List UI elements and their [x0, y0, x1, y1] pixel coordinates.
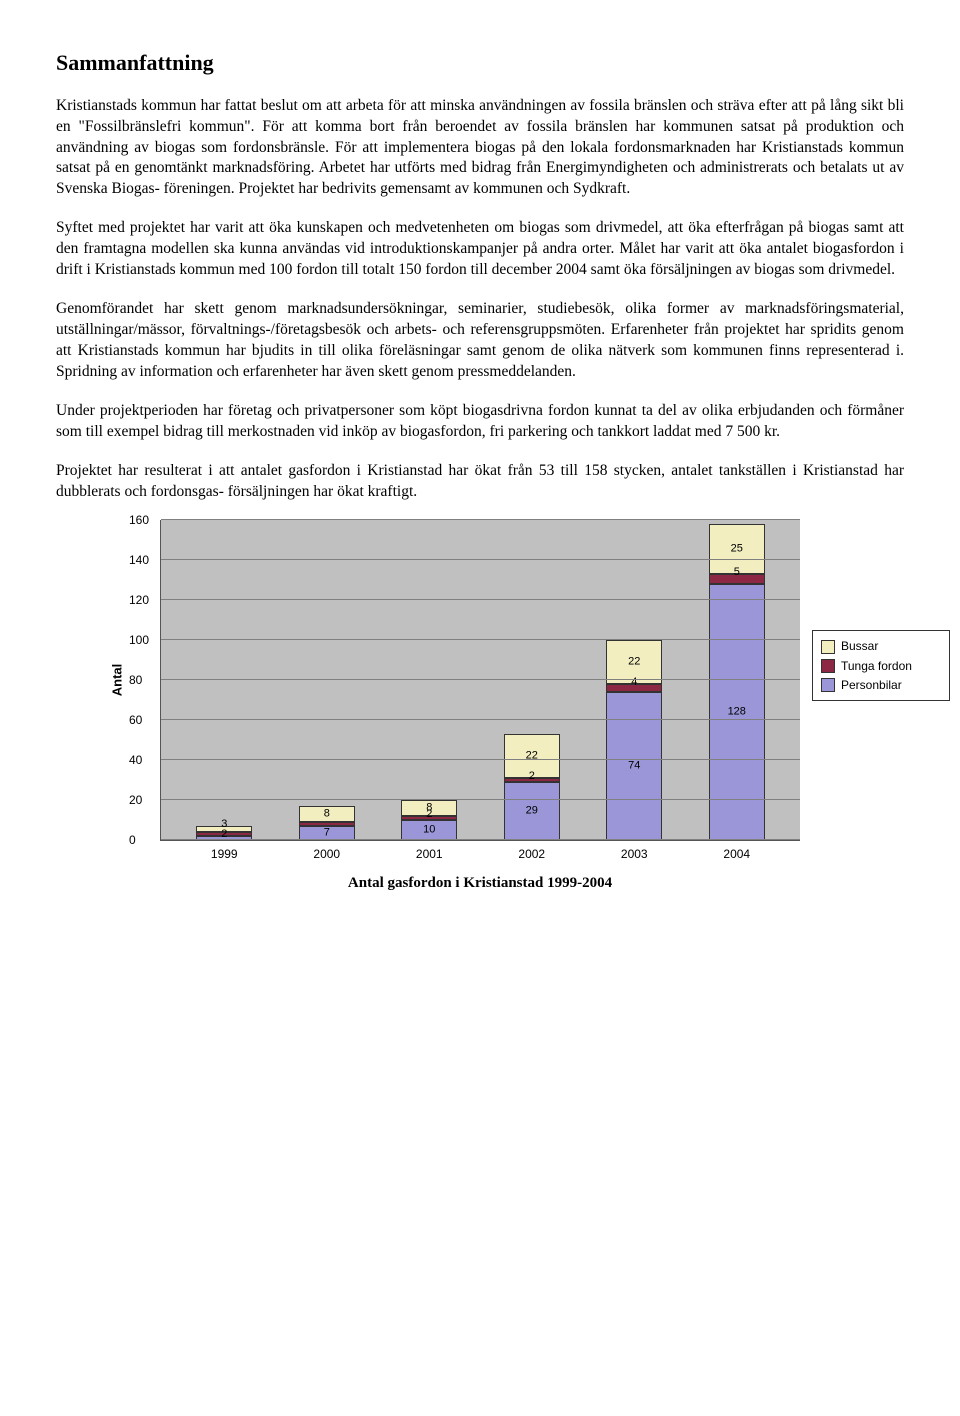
y-axis-label: Antal: [108, 664, 126, 697]
bar-column: 872000: [299, 806, 355, 840]
bar-column: 224742003: [606, 640, 662, 840]
y-tick-label: 80: [129, 672, 142, 688]
stacked-bar-chart: Antal 3219998720008210200122229200222474…: [160, 520, 800, 841]
paragraph-4: Under projektperioden har företag och pr…: [56, 401, 904, 443]
bar-value-label: 22: [505, 749, 559, 764]
x-tick-label: 2000: [299, 846, 355, 862]
bar-segment: 74: [606, 692, 662, 840]
gridline: [161, 599, 800, 600]
chart-container: Antal 3219998720008210200122229200222474…: [160, 520, 800, 893]
paragraph-5: Projektet har resulterat i att antalet g…: [56, 461, 904, 503]
gridline: [161, 799, 800, 800]
bar-column: 222292002: [504, 734, 560, 840]
legend-swatch: [821, 640, 835, 654]
bar-value-label: 25: [710, 542, 764, 557]
bar-value-label: 5: [710, 565, 764, 580]
bar-segment: 7: [299, 826, 355, 840]
legend-item: Tunga fordon: [821, 658, 941, 674]
x-tick-label: 2003: [606, 846, 662, 862]
y-tick-label: 160: [129, 512, 149, 528]
bar-value-label: 10: [402, 823, 456, 838]
paragraph-3: Genomförandet har skett genom marknadsun…: [56, 299, 904, 383]
bar-value-label: 22: [607, 655, 661, 670]
bar-segment: 8: [299, 806, 355, 822]
chart-legend: Bussar Tunga fordon Personbilar: [812, 630, 950, 701]
chart-caption: Antal gasfordon i Kristianstad 1999-2004: [160, 873, 800, 893]
gridline: [161, 639, 800, 640]
bar-value-label: 8: [300, 807, 354, 822]
plot-area: 3219998720008210200122229200222474200325…: [161, 520, 800, 840]
bar-column: 2551282004: [709, 524, 765, 840]
x-tick-label: 2001: [401, 846, 457, 862]
gridline: [161, 519, 800, 520]
paragraph-2: Syftet med projektet har varit att öka k…: [56, 218, 904, 281]
x-tick-label: 2004: [709, 846, 765, 862]
paragraph-1: Kristianstads kommun har fattat beslut o…: [56, 96, 904, 201]
bar-segment: 128: [709, 584, 765, 840]
bar-value-label: 4: [607, 675, 661, 690]
bar-segment: 29: [504, 782, 560, 840]
y-tick-label: 20: [129, 792, 142, 808]
legend-item: Bussar: [821, 638, 941, 654]
bar-column: 82102001: [401, 800, 457, 840]
legend-swatch: [821, 659, 835, 673]
gridline: [161, 719, 800, 720]
page-title: Sammanfattning: [56, 48, 904, 78]
gridline: [161, 679, 800, 680]
y-tick-label: 100: [129, 632, 149, 648]
x-tick-label: 1999: [196, 846, 252, 862]
y-tick-label: 0: [129, 832, 136, 848]
bar-value-label: 128: [710, 705, 764, 720]
bar-value-label: 74: [607, 759, 661, 774]
bar-segment: 10: [401, 820, 457, 840]
legend-item: Personbilar: [821, 677, 941, 693]
legend-label: Personbilar: [841, 677, 902, 693]
legend-label: Bussar: [841, 638, 878, 654]
gridline: [161, 839, 800, 840]
y-tick-label: 40: [129, 752, 142, 768]
y-tick-label: 60: [129, 712, 142, 728]
legend-label: Tunga fordon: [841, 658, 912, 674]
gridline: [161, 759, 800, 760]
bar-segment: 4: [606, 684, 662, 692]
legend-swatch: [821, 678, 835, 692]
y-tick-label: 120: [129, 592, 149, 608]
bar-column: 321999: [196, 826, 252, 840]
bar-segment: 5: [709, 574, 765, 584]
x-tick-label: 2002: [504, 846, 560, 862]
bar-value-label: 29: [505, 804, 559, 819]
gridline: [161, 559, 800, 560]
y-tick-label: 140: [129, 552, 149, 568]
